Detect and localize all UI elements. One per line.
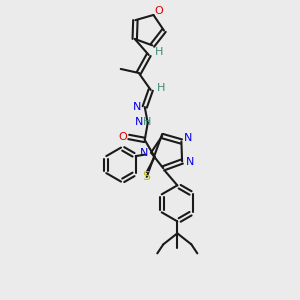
Text: N: N	[133, 102, 141, 112]
Text: O: O	[154, 6, 163, 16]
Text: N: N	[140, 148, 148, 158]
Text: H: H	[157, 83, 165, 93]
Text: N: N	[134, 117, 143, 127]
Text: N: N	[184, 133, 193, 142]
Text: H: H	[142, 117, 151, 127]
Text: N: N	[186, 157, 194, 166]
Text: O: O	[118, 132, 127, 142]
Text: H: H	[154, 47, 163, 57]
Text: S: S	[142, 170, 150, 183]
